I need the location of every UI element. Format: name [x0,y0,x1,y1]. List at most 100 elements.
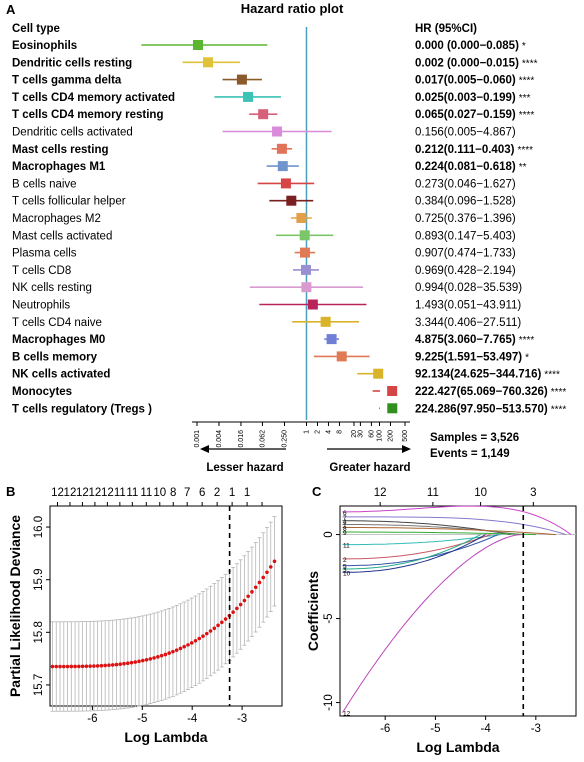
cv-point [193,638,198,643]
row-label: NK cells resting [12,282,92,294]
cv-point [54,664,59,669]
row-label: T cells CD4 memory resting [12,109,163,121]
row-label: Plasma cells [12,248,77,260]
top-tick-label: 7 [184,487,190,499]
col-header-hr: HR (95%CI) [415,23,477,35]
top-tick-label: 12 [51,487,64,499]
forest-tick-label: 200 [387,430,394,442]
hr-value: 0.000 (0.000−0.085) * [415,40,526,52]
path-label: 8 [343,526,347,533]
top-tick-label: 10 [153,487,166,499]
hr-point [286,195,297,206]
x-tick-label: -3 [531,723,541,735]
top-tick-label: 12 [101,487,114,499]
plot-frame [339,505,577,717]
y-tick-label: -5 [323,613,335,623]
significance-marker: ** [519,162,527,173]
hr-point [387,403,398,414]
hr-value: 4.875(3.060−7.765) **** [415,334,534,346]
forest-tick-label: 0.250 [282,430,289,448]
path-label: 1 [343,522,347,529]
hr-point [320,316,331,327]
cv-point [197,636,202,641]
hr-value: 0.025(0.003−0.199) *** [415,92,531,104]
forest-tick-label: 1 [303,430,310,434]
significance-marker: **** [519,76,535,87]
coefficient-path [342,534,521,713]
hr-point [299,247,310,258]
forest-title: Hazard ratio plot [241,1,344,16]
significance-marker: **** [522,58,538,69]
row-label: T cells gamma delta [12,75,122,87]
cv-point [144,657,149,662]
hr-value: 0.065(0.027−0.159) **** [415,109,534,121]
top-tick-label: 12 [64,487,77,499]
path-label: 11 [343,543,350,550]
cv-point [107,663,111,668]
path-label: 3 [343,567,347,574]
row-label: T cells regulatory (Tregs ) [12,403,152,415]
hr-point [299,230,310,241]
row-label: Macrophages M2 [12,213,101,225]
top-tick-label: 11 [140,487,152,499]
path-label: 4 [343,519,347,526]
forest-tick-label: 0.004 [216,430,223,448]
coefficient-path [342,505,572,536]
events-count: Events = 1,149 [430,448,510,460]
forest-tick-label: 500 [402,430,409,442]
y-axis-label: Coefficients [305,571,321,651]
cv-point [58,664,62,669]
y-tick-label: 15.8 [33,621,45,643]
top-tick-label: 12 [76,487,89,499]
hr-value: 222.427(65.069−760.326) **** [415,386,566,398]
hr-point [373,368,384,379]
cv-point [174,648,179,652]
hr-point [296,213,307,223]
cv-point [77,664,81,669]
cv-point [171,649,175,654]
path-label: 6 [343,510,347,517]
hr-point [276,143,287,154]
cv-point [231,610,235,614]
hr-point [307,299,318,310]
cv-point [223,617,228,621]
cv-point [122,661,126,666]
hr-point [258,109,269,120]
col-header-cell-type: Cell type [12,23,60,35]
cv-point [216,623,220,628]
cv-point [148,657,153,661]
cv-point [167,651,171,655]
coefficient-path [342,527,556,536]
x-tick-label: -6 [87,713,97,725]
cv-point [272,559,277,564]
y-tick-label: 15.9 [33,568,45,590]
path-label: 12 [343,711,351,718]
row-label: Monocytes [12,386,72,398]
coefficient-path [342,516,567,536]
row-label: T cells CD4 naive [12,317,102,329]
row-label: Macrophages M1 [12,161,106,173]
y-tick-label: 15.7 [33,674,45,696]
cv-point [186,643,190,647]
row-label: Neutrophils [12,300,70,312]
hr-value: 0.384(0.096−1.528) [415,196,516,208]
cv-point [103,663,107,668]
top-tick-label: 2 [214,487,220,499]
row-label: Dendritic cells activated [12,127,133,139]
hr-value: 0.893(0.147−5.403) [415,230,516,242]
hr-point [272,126,283,137]
cv-point [92,664,96,668]
right-arrow-icon [402,445,411,453]
hr-point [277,161,288,172]
row-label: B cells memory [12,351,98,363]
cv-point [246,594,250,599]
x-tick-label: -3 [237,713,247,725]
coefficient-path [342,524,521,536]
y-axis-label: Partial Likelihood Deviance [7,515,23,697]
cv-point [257,580,262,585]
hr-point [243,91,254,102]
cv-point [182,644,187,649]
top-tick-label: 11 [126,487,138,499]
